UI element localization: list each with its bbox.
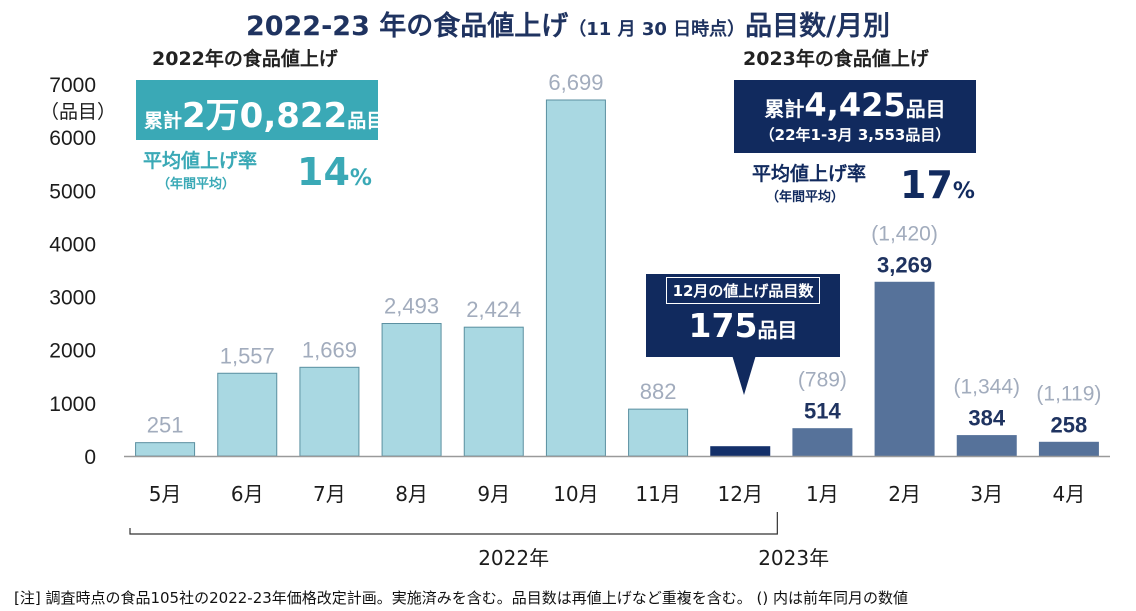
bar-5 [545, 99, 606, 457]
bar-6 [628, 408, 689, 457]
group-label-2023: 2023年 [758, 546, 829, 570]
prev-year-label-8: (789) [798, 369, 847, 392]
value-label-10: 384 [968, 406, 1005, 431]
title-date: （11 月 30 日時点） [568, 19, 746, 40]
x-tick-label-0: 5月 [149, 482, 182, 506]
summary-2023-prefix: 累計 [764, 97, 805, 121]
prev-year-label-9: (1,420) [871, 222, 938, 245]
rate-2022-label: 平均値上げ率 [143, 150, 258, 172]
value-label-4: 2,424 [466, 297, 521, 322]
summary-box-2023: 累計4,425品目 （22年1-3月 3,553品目） [734, 80, 976, 153]
callout-value: 175 [688, 306, 758, 345]
x-tick-label-4: 9月 [477, 482, 510, 506]
x-tick-label-1: 6月 [231, 482, 264, 506]
chart-title: 2022-23 年の食品値上げ（11 月 30 日時点）品目数/月別 [0, 4, 1136, 43]
x-tick-label-9: 2月 [888, 482, 921, 506]
summary-2022-suffix: 品目 [347, 110, 386, 132]
rate-2022: 平均値上げ率 （年間平均） 14% [143, 146, 372, 194]
value-label-11: 258 [1051, 412, 1088, 437]
x-tick-label-11: 4月 [1053, 482, 1086, 506]
value-label-0: 251 [147, 413, 184, 438]
december-callout: 12月の値上げ品目数 175品目 [646, 271, 840, 357]
value-label-6: 882 [640, 379, 677, 404]
y-tick-label-0: 0 [84, 446, 96, 469]
summary-box-2022: 累計2万0,822品目 [136, 80, 385, 140]
group-label-2022: 2022年 [478, 546, 549, 570]
rate-2023-value: 17% [900, 163, 975, 207]
bar-8 [792, 428, 853, 457]
callout-pointer [732, 355, 756, 395]
x-tick-label-2: 7月 [313, 482, 346, 506]
bar-10 [956, 435, 1017, 457]
footnote: [注] 調査時点の食品105社の2022-23年価格改定計画。実施済みを含む。品… [14, 589, 909, 607]
bar-7 [710, 446, 771, 457]
subhead-2022: 2022年の食品値上げ [152, 48, 338, 70]
bar-0 [135, 442, 196, 457]
x-tick-label-10: 3月 [970, 482, 1003, 506]
bar-11 [1038, 441, 1099, 457]
summary-2023-suffix: 品目 [905, 97, 946, 121]
bar-3 [381, 323, 442, 457]
prev-year-label-11: (1,119) [1036, 382, 1101, 405]
y-tick-label-2: 2000 [49, 340, 96, 363]
x-tick-label-6: 11月 [635, 482, 680, 506]
value-label-1: 1,557 [220, 343, 275, 368]
y-axis-label: （品目） [40, 101, 116, 123]
x-tick-label-3: 8月 [395, 482, 428, 506]
rate-2022-sub: （年間平均） [157, 177, 236, 192]
value-label-2: 1,669 [302, 337, 357, 362]
group-bracket-2022 [129, 512, 778, 535]
y-tick-label-1: 1000 [49, 393, 96, 416]
value-label-9: 3,269 [877, 252, 932, 277]
summary-2022-prefix: 累計 [144, 110, 183, 132]
callout-unit: 品目 [757, 318, 798, 342]
callout-heading: 12月の値上げ品目数 [665, 277, 821, 304]
y-tick-label-4: 4000 [49, 233, 96, 256]
bar-4 [463, 326, 524, 457]
title-tail: 品目数/月別 [745, 11, 891, 42]
rate-2023-label: 平均値上げ率 [752, 163, 867, 185]
subhead-2023: 2023年の食品値上げ [743, 48, 929, 70]
y-tick-label-5: 5000 [49, 180, 96, 203]
value-label-5: 6,699 [548, 70, 603, 95]
prev-year-label-10: (1,344) [953, 376, 1020, 399]
x-tick-label-7: 12月 [718, 482, 763, 506]
rate-2023: 平均値上げ率 （年間平均） 17% [752, 159, 975, 207]
y-tick-label-7: 7000 [49, 74, 96, 97]
bar-9 [874, 281, 935, 457]
summary-2022-value: 2万0,822 [182, 96, 348, 136]
y-tick-label-3: 3000 [49, 287, 96, 310]
y-tick-label-6: 6000 [49, 127, 96, 150]
x-tick-label-8: 1月 [806, 482, 839, 506]
rate-2022-value: 14% [297, 150, 372, 194]
value-label-3: 2,493 [384, 294, 439, 319]
summary-2023-value: 4,425 [804, 86, 906, 124]
rate-2023-sub: （年間平均） [766, 190, 845, 205]
summary-2023-note: （22年1-3月 3,553品目） [759, 126, 951, 144]
callout-value-line: 175品目 [646, 306, 840, 345]
x-tick-label-5: 10月 [553, 482, 598, 506]
bar-2 [299, 366, 360, 457]
title-main: 2022-23 年の食品値上げ [245, 11, 569, 42]
value-label-8: 514 [804, 399, 841, 424]
bar-1 [217, 372, 278, 457]
